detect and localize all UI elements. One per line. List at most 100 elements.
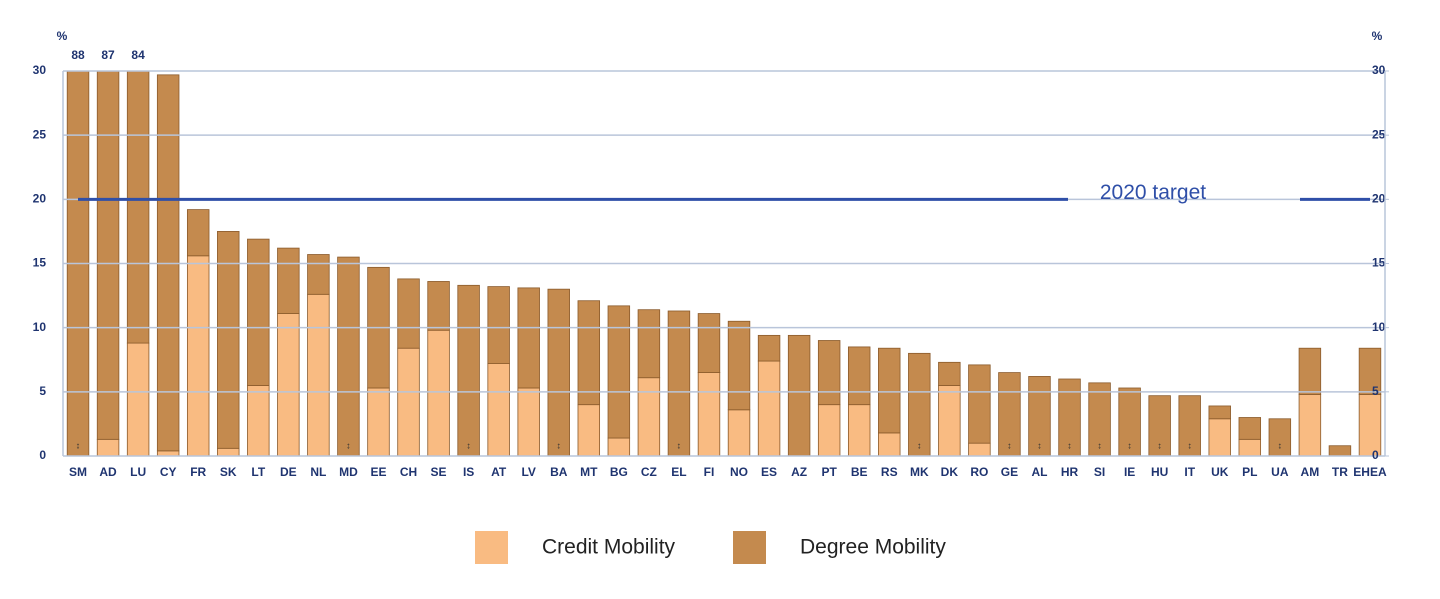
bar-segment <box>847 404 871 456</box>
x-tick-label: IS <box>463 465 474 479</box>
legend-label: Credit Mobility <box>542 536 676 559</box>
x-tick-label: BG <box>610 465 628 479</box>
bar-segment <box>1238 438 1262 456</box>
y2-tick-label: 30 <box>1372 63 1386 77</box>
bar-segment <box>727 320 751 411</box>
x-tick-label: AL <box>1031 465 1047 479</box>
missing-marker: ↕ <box>76 440 81 450</box>
x-tick-label: PT <box>821 465 837 479</box>
x-tick-label: EHEA <box>1353 465 1387 479</box>
y2-tick-label: 5 <box>1372 384 1379 398</box>
bar-segment <box>878 432 901 456</box>
bar-segment <box>1328 445 1352 456</box>
x-tick-label: EL <box>671 465 686 479</box>
bar-segment <box>517 387 540 456</box>
x-tick-label: CH <box>400 465 417 479</box>
bar-segment <box>817 340 841 406</box>
bar-segment <box>517 287 540 389</box>
x-tick-label: AD <box>99 465 117 479</box>
missing-marker: ↕ <box>1278 440 1283 450</box>
bar-segment <box>247 238 270 386</box>
bar-segment <box>186 255 210 456</box>
bar-segment <box>277 247 300 314</box>
x-tick-label: MK <box>910 465 929 479</box>
bar-segment <box>787 334 811 456</box>
y-tick-label: 0 <box>39 448 46 462</box>
y-unit: % <box>57 29 68 43</box>
y-tick-label: 30 <box>33 63 47 77</box>
overflow-label: 87 <box>101 48 115 62</box>
x-tick-label: GE <box>1001 465 1018 479</box>
y-tick-label: 5 <box>39 384 46 398</box>
y2-tick-label: 15 <box>1372 256 1386 270</box>
y-tick-label: 25 <box>33 127 47 141</box>
bar-segment <box>998 372 1021 456</box>
x-tick-label: BA <box>550 465 568 479</box>
bar-segment <box>307 254 330 295</box>
bar-segment <box>96 438 120 456</box>
bar-segment <box>397 347 420 456</box>
x-tick-label: FR <box>190 465 206 479</box>
bar-segment <box>938 361 961 386</box>
missing-marker: ↕ <box>1067 440 1072 450</box>
bar-segment <box>607 437 631 456</box>
bar-segment <box>697 372 721 456</box>
bar-segment <box>96 71 120 440</box>
x-tick-label: FI <box>704 465 715 479</box>
bar-segment <box>217 447 240 456</box>
bar-segment <box>547 288 570 456</box>
missing-marker: ↕ <box>466 440 471 450</box>
x-tick-label: CY <box>160 465 177 479</box>
bar-segment <box>1358 393 1382 456</box>
bar-segment <box>1118 387 1141 456</box>
bar-segment <box>757 334 781 362</box>
missing-marker: ↕ <box>677 440 682 450</box>
bar-segment <box>487 286 510 365</box>
missing-marker: ↕ <box>557 440 562 450</box>
bar-segment <box>457 284 480 456</box>
bar-segment <box>938 385 961 456</box>
bar-segment <box>126 71 150 344</box>
x-tick-label: AZ <box>791 465 807 479</box>
x-tick-label: CZ <box>641 465 657 479</box>
x-tick-label: HR <box>1061 465 1079 479</box>
bar-segment <box>126 342 150 456</box>
x-tick-label: BE <box>851 465 868 479</box>
bar-segment <box>397 278 420 349</box>
x-tick-label: SM <box>69 465 87 479</box>
y-tick-label: 10 <box>33 320 47 334</box>
bar-segment <box>1358 347 1382 395</box>
bar-segment <box>667 310 691 456</box>
bar-segment <box>1238 417 1262 440</box>
bar-segment <box>1298 393 1322 456</box>
bar-segment <box>186 209 210 257</box>
legend-swatch <box>733 531 766 564</box>
x-tick-label: IT <box>1184 465 1195 479</box>
target-label: 2020 target <box>1100 181 1206 204</box>
bar-segment <box>878 347 901 434</box>
bar-segment <box>637 309 661 379</box>
x-tick-label: PL <box>1242 465 1257 479</box>
missing-marker: ↕ <box>1157 440 1162 450</box>
bar-segment <box>427 329 450 456</box>
bar-segment <box>817 404 841 456</box>
missing-marker: ↕ <box>1187 440 1192 450</box>
x-tick-label: NL <box>310 465 326 479</box>
x-tick-label: DE <box>280 465 297 479</box>
x-tick-label: NO <box>730 465 748 479</box>
missing-marker: ↕ <box>1097 440 1102 450</box>
x-tick-label: AM <box>1301 465 1320 479</box>
x-tick-label: HU <box>1151 465 1168 479</box>
bar-segment <box>277 313 300 456</box>
bar-segment <box>217 231 240 449</box>
bar-segment <box>1058 378 1081 456</box>
y-tick-label: 20 <box>33 192 47 206</box>
bar-segment <box>968 442 991 456</box>
bar-segment <box>156 450 180 456</box>
x-tick-label: MD <box>339 465 358 479</box>
missing-marker: ↕ <box>917 440 922 450</box>
x-tick-label: UK <box>1211 465 1229 479</box>
x-tick-label: MT <box>580 465 598 479</box>
plot-area <box>66 71 1382 456</box>
